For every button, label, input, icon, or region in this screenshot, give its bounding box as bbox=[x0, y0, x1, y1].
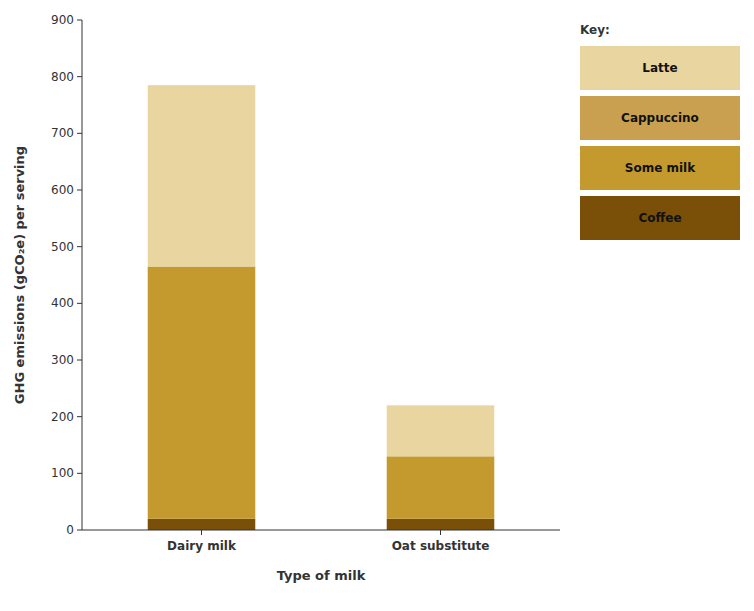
legend-swatch bbox=[580, 146, 740, 190]
legend-label: Latte bbox=[642, 61, 677, 75]
y-tick bbox=[77, 20, 82, 21]
legend-swatch bbox=[580, 46, 740, 90]
y-tick bbox=[77, 473, 82, 474]
legend: Key: Latte Cappuccino Some milk Coffee bbox=[580, 23, 740, 240]
bar-segment bbox=[148, 519, 256, 530]
y-tick-label: 100 bbox=[51, 466, 74, 480]
x-tick bbox=[201, 530, 202, 535]
x-tick-label: Dairy milk bbox=[167, 539, 237, 553]
legend-label: Coffee bbox=[638, 211, 681, 225]
x-tick bbox=[440, 530, 441, 535]
bar-segment bbox=[387, 456, 495, 518]
bar-segment bbox=[148, 85, 256, 266]
y-tick bbox=[77, 416, 82, 417]
y-tick bbox=[77, 360, 82, 361]
y-tick bbox=[77, 303, 82, 304]
y-tick-label: 800 bbox=[51, 70, 74, 84]
y-tick bbox=[77, 133, 82, 134]
y-tick-label: 600 bbox=[51, 183, 74, 197]
y-tick-label: 900 bbox=[51, 13, 74, 27]
axes: 0 100 200 300 400 500 600 700 800 900 Dairy milk Oa… bbox=[51, 13, 560, 553]
legend-title: Key: bbox=[580, 23, 610, 37]
legend-swatch bbox=[580, 96, 740, 140]
bar-segment bbox=[387, 405, 495, 456]
legend-label: Some milk bbox=[625, 161, 696, 175]
y-tick bbox=[77, 76, 82, 77]
bars bbox=[148, 85, 495, 530]
y-tick-label: 400 bbox=[51, 296, 74, 310]
y-tick bbox=[77, 190, 82, 191]
y-tick-label: 0 bbox=[66, 523, 74, 537]
y-tick bbox=[77, 530, 82, 531]
bar-segment bbox=[387, 519, 495, 530]
y-tick-label: 200 bbox=[51, 410, 74, 424]
x-axis-line bbox=[82, 530, 560, 531]
y-axis-line bbox=[82, 20, 83, 530]
x-axis-label: Type of milk bbox=[277, 568, 366, 583]
chart: 0 100 200 300 400 500 600 700 800 900 Dairy milk Oa… bbox=[0, 0, 754, 611]
y-tick bbox=[77, 246, 82, 247]
y-tick-label: 500 bbox=[51, 240, 74, 254]
x-tick-label: Oat substitute bbox=[392, 539, 490, 553]
y-axis-label: GHG emissions (gCO₂e) per serving bbox=[12, 146, 27, 404]
legend-swatch bbox=[580, 196, 740, 240]
y-tick-label: 300 bbox=[51, 353, 74, 367]
legend-label: Cappuccino bbox=[621, 111, 699, 125]
y-tick-label: 700 bbox=[51, 126, 74, 140]
bar-segment bbox=[148, 267, 256, 519]
